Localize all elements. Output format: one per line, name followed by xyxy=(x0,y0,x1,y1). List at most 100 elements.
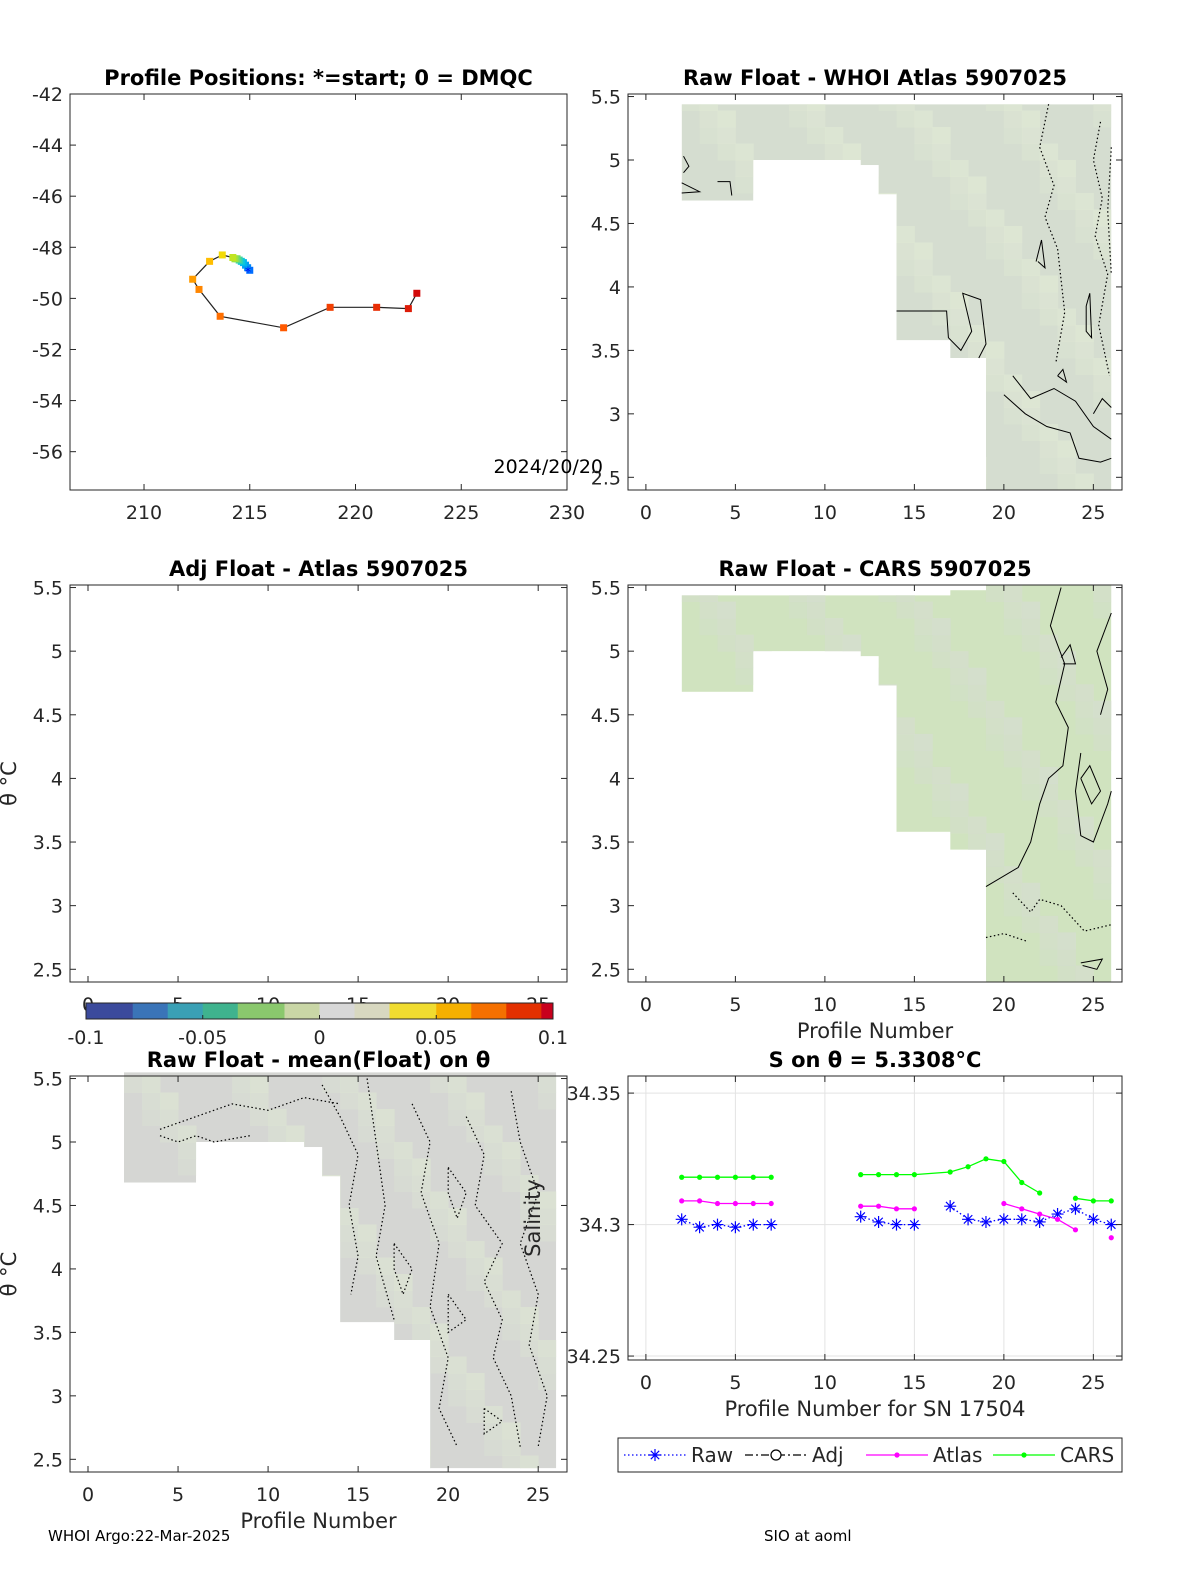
axes-box xyxy=(69,93,568,491)
field-cell xyxy=(1039,667,1059,685)
field-cell xyxy=(824,143,844,161)
field-cell xyxy=(681,341,701,359)
field-cell xyxy=(178,1257,197,1275)
data-point xyxy=(714,1200,721,1207)
panel-whoi: 0 5 10 15 20 25 2.5 3 3.5 4 4.5 5 5.5 Raw Float - WHO… xyxy=(591,66,1123,524)
field-cell xyxy=(735,176,754,194)
contour-line-dotted xyxy=(321,1084,359,1295)
track-line xyxy=(191,254,418,329)
legend-marker xyxy=(894,1452,900,1458)
field-cell xyxy=(896,601,915,619)
field-cell xyxy=(214,1175,233,1192)
field-cell xyxy=(735,783,754,801)
field-cell xyxy=(466,1406,485,1423)
field-cell xyxy=(1003,259,1023,276)
axes-box xyxy=(627,93,1123,491)
field-cell xyxy=(232,1208,251,1225)
x-tick-label: 20 xyxy=(992,502,1016,524)
field-cell xyxy=(538,1356,557,1374)
field-cell xyxy=(806,275,826,293)
data-point xyxy=(911,1172,917,1178)
field-cell xyxy=(412,1340,431,1357)
field-cell xyxy=(1021,275,1041,293)
field-cell xyxy=(914,424,933,441)
field-cell xyxy=(214,1340,233,1357)
field-cell xyxy=(1039,457,1059,474)
field-cell xyxy=(699,226,718,243)
field-cell xyxy=(1003,585,1023,603)
field-cell xyxy=(753,800,772,818)
field-cell xyxy=(914,110,933,128)
x-tick-label: 25 xyxy=(526,1484,550,1506)
colorbar-cell xyxy=(109,1003,122,1019)
field-cell xyxy=(502,1439,521,1456)
field-cell xyxy=(196,1142,215,1159)
field-cell xyxy=(322,1356,341,1374)
data-point xyxy=(890,1218,903,1231)
field-cell xyxy=(142,1373,161,1390)
field-cell xyxy=(1003,618,1023,636)
field-cell xyxy=(932,160,951,177)
field-cell xyxy=(860,948,880,966)
field-cell xyxy=(1075,816,1094,834)
legend-marker xyxy=(649,1449,661,1461)
field-cell xyxy=(250,1224,269,1242)
field-cell xyxy=(1075,473,1094,490)
data-point xyxy=(1105,1218,1118,1231)
field-cell xyxy=(878,833,897,851)
field-cell xyxy=(178,1274,197,1291)
contour-line-dotted xyxy=(366,1078,395,1320)
colorbar-cell xyxy=(412,1003,426,1019)
y-tick-label: 5.5 xyxy=(33,578,63,600)
field-cell xyxy=(771,684,790,702)
data-point xyxy=(1019,1179,1025,1186)
y-tick-label: 4.5 xyxy=(33,705,63,727)
field-cell xyxy=(1057,325,1076,342)
field-cell xyxy=(376,1422,395,1440)
contour-line xyxy=(1074,752,1112,843)
x-tick-label: 5 xyxy=(172,1484,184,1506)
field-cell xyxy=(142,1109,161,1126)
field-cell xyxy=(214,1191,233,1209)
series-line xyxy=(860,1158,1041,1194)
contour-line-dotted xyxy=(483,1408,504,1436)
field-cell xyxy=(250,1092,269,1110)
field-cell xyxy=(430,1191,449,1209)
field-cell xyxy=(932,783,951,801)
field-cell xyxy=(1075,717,1094,735)
field-cell xyxy=(340,1224,359,1242)
field-cell xyxy=(1039,766,1059,784)
field-cell xyxy=(968,667,987,685)
field-cell xyxy=(860,667,880,685)
field-cell xyxy=(1057,440,1076,458)
field-cell xyxy=(717,292,736,309)
field-cell xyxy=(1075,358,1094,375)
axes-box xyxy=(69,584,568,983)
field-cell xyxy=(842,932,862,950)
field-cell xyxy=(824,783,844,801)
field-cell xyxy=(771,226,790,243)
field-cell xyxy=(985,104,1005,111)
field-cell xyxy=(717,110,736,128)
field-cell xyxy=(1039,308,1059,326)
field-cell xyxy=(735,275,754,293)
x-tick-label: 15 xyxy=(346,1484,370,1506)
field-cell xyxy=(502,1142,521,1159)
y-tick-label: 5.5 xyxy=(591,87,621,109)
field-cell xyxy=(466,1389,485,1407)
field-cell xyxy=(789,700,808,718)
field-cell xyxy=(771,358,790,375)
colorbar-cell xyxy=(424,1003,437,1019)
field-cell xyxy=(824,750,844,768)
field-cell xyxy=(1093,849,1112,867)
contour-line xyxy=(717,181,733,196)
data-point xyxy=(997,1213,1010,1226)
field-cell xyxy=(340,1092,359,1110)
field-cell xyxy=(1003,391,1023,408)
field-cell xyxy=(842,292,862,309)
field-cell xyxy=(985,341,1005,359)
x-tick-label: 5 xyxy=(729,994,741,1016)
field-cell xyxy=(968,965,987,982)
field-cell xyxy=(160,1241,179,1258)
field-cell xyxy=(394,1175,413,1192)
